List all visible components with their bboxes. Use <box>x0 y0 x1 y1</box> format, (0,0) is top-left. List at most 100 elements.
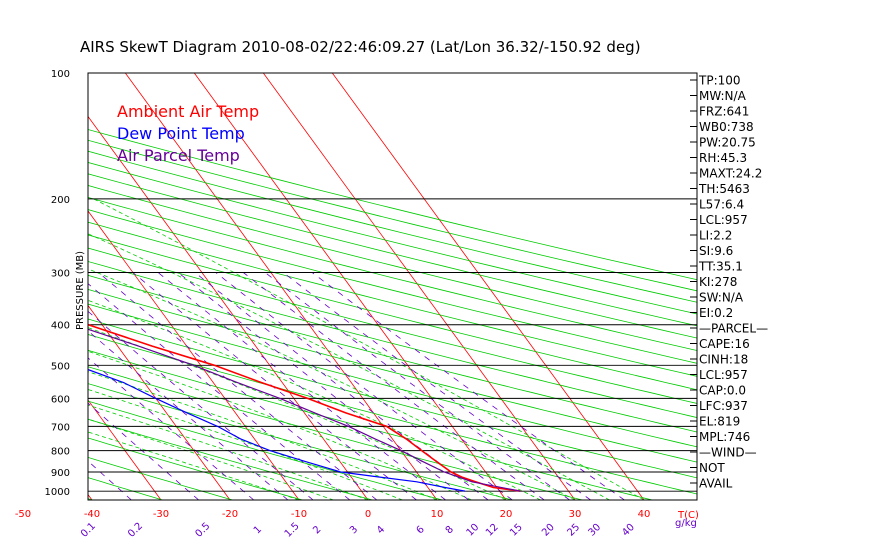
bottom-temp-tick-label: 0 <box>365 509 371 520</box>
dry-adiabat-line <box>88 274 697 433</box>
mixing-ratio-line <box>243 272 545 500</box>
diagram-grid <box>0 73 697 501</box>
moist-adiabat-line <box>88 389 403 500</box>
index-label: SI:9.6 <box>699 244 733 258</box>
pressure-tick-label: 1000 <box>45 487 70 498</box>
pressure-tick-label: 200 <box>51 195 70 206</box>
index-label: FRZ:641 <box>699 105 749 119</box>
dry-adiabat-line <box>88 209 697 364</box>
mixing-ratio-tick-label: 2 <box>311 524 323 536</box>
mixing-ratio-tick-label: 20 <box>540 522 557 539</box>
isobar-lines <box>88 198 697 492</box>
pressure-tick-label: 300 <box>51 269 70 280</box>
dry-adiabat-line <box>88 318 697 479</box>
index-label: WB0:738 <box>699 120 754 134</box>
mixing-ratio-line <box>194 272 489 500</box>
bottom-temp-tick-label: 30 <box>569 509 582 520</box>
mixing-ratio-line <box>88 330 289 500</box>
bottom-temp-tick-label: -40 <box>84 509 100 520</box>
index-label: MAXT:24.2 <box>699 167 762 181</box>
isotherm-line <box>88 304 231 500</box>
dry-adiabat-line <box>88 234 697 391</box>
dry-adiabat-line <box>88 437 303 500</box>
bottom-temperature-axis: -50 -40 -30 -20 -10 0 10 20 30 40 <box>15 509 651 520</box>
pressure-tick-label: 800 <box>51 447 70 458</box>
isotherm-line <box>262 73 576 500</box>
mixing-ratio-line <box>132 272 417 500</box>
pressure-tick-label: 700 <box>51 422 70 433</box>
dry-adiabat-line <box>88 418 373 500</box>
mixing-ratio-tick-label: 4 <box>375 524 387 536</box>
mixing-ratio-line <box>282 272 591 500</box>
pressure-tick-label: 400 <box>51 321 70 332</box>
dry-adiabat-line <box>88 247 697 404</box>
isotherm-line <box>331 73 645 500</box>
mixing-ratio-tick-label: 25 <box>565 522 582 539</box>
moist-adiabat-line <box>88 350 472 500</box>
bottom-temp-tick-label: -50 <box>15 509 31 520</box>
mixing-ratio-tick-label: 12 <box>484 522 501 539</box>
index-label: MW:N/A <box>699 89 747 103</box>
index-label: TT:35.1 <box>698 260 743 274</box>
plot-frame <box>87 72 698 501</box>
index-label: TP:100 <box>698 74 741 88</box>
dry-adiabat-line <box>88 129 697 281</box>
index-label: LI:2.2 <box>699 229 732 243</box>
dry-adiabat-line <box>0 73 23 500</box>
moist-adiabat-line <box>88 299 541 500</box>
index-label: —PARCEL— <box>699 322 768 336</box>
moist-adiabat-line <box>88 431 300 500</box>
index-label: CAPE:16 <box>699 337 750 351</box>
index-label: MPL:746 <box>699 430 750 444</box>
series-line-1 <box>88 323 521 492</box>
mixing-ratio-line <box>0 273 84 501</box>
mixing-ratio-axis: 0.1 0.2 0.5 1 1.5 2 3 4 6 8 10 12 15 20 25 30 40 <box>79 521 637 540</box>
bottom-temp-tick-label: -30 <box>153 509 169 520</box>
mixing-ratio-line <box>177 272 470 500</box>
bottom-temp-tick-label: 40 <box>638 509 651 520</box>
dry-adiabat-line <box>88 261 697 418</box>
pressure-tick-label: 600 <box>51 394 70 405</box>
mixing-ratio-tick-label: 8 <box>444 524 456 536</box>
dry-adiabat-line <box>88 139 697 292</box>
mixing-ratio-tick-label: 0.5 <box>193 521 212 540</box>
index-label: LCL:957 <box>699 368 748 382</box>
pressure-axis: 100 200 300 400 500 600 700 800 900 1000 <box>45 69 70 498</box>
index-label: L57:6.4 <box>699 198 744 212</box>
index-label: RH:45.3 <box>699 151 747 165</box>
index-label: AVAIL <box>699 477 733 491</box>
mixing-ratio-line <box>311 272 625 500</box>
mixing-ratio-unit: g/kg <box>675 518 697 529</box>
dry-adiabat-line <box>88 366 583 500</box>
dry-adiabat-line <box>88 334 697 495</box>
dry-adiabat-line <box>88 162 697 315</box>
mixing-ratio-tick-label: 30 <box>586 522 603 539</box>
mixing-ratio-line <box>215 272 513 500</box>
chart-title: AIRS SkewT Diagram 2010-08-02/22:46:09.2… <box>80 38 641 56</box>
bottom-temp-unit: T(C) <box>677 510 699 521</box>
dry-adiabat-line <box>88 349 653 500</box>
series-line-2 <box>88 368 466 492</box>
index-label: PW:20.75 <box>699 136 756 150</box>
mixing-ratio-line <box>88 460 132 500</box>
dry-adiabat-line <box>88 185 697 339</box>
index-label: NOT <box>699 461 725 475</box>
moist-adiabat-line <box>88 233 610 500</box>
dry-adiabat-line <box>88 221 697 377</box>
index-label: SW:N/A <box>699 291 744 305</box>
mixing-ratio-line <box>88 402 199 500</box>
mixing-ratio-line <box>264 272 570 500</box>
legend-entry-2: Dew Point Temp <box>117 124 245 143</box>
dry-adiabat-line <box>88 456 233 500</box>
mixing-ratio-tick-label: 40 <box>620 522 637 539</box>
index-label: KI:278 <box>699 275 737 289</box>
moist-adiabat-line <box>88 404 369 500</box>
dry-adiabat-line <box>88 289 697 448</box>
mixing-ratio-line <box>157 272 446 500</box>
mixing-ratio-tick-label: 10 <box>465 522 482 539</box>
pressure-tick-label: 900 <box>51 468 70 479</box>
legend-entry-1: Ambient Air Temp <box>117 102 259 121</box>
mixing-ratio-tick-label: 1 <box>252 524 264 536</box>
